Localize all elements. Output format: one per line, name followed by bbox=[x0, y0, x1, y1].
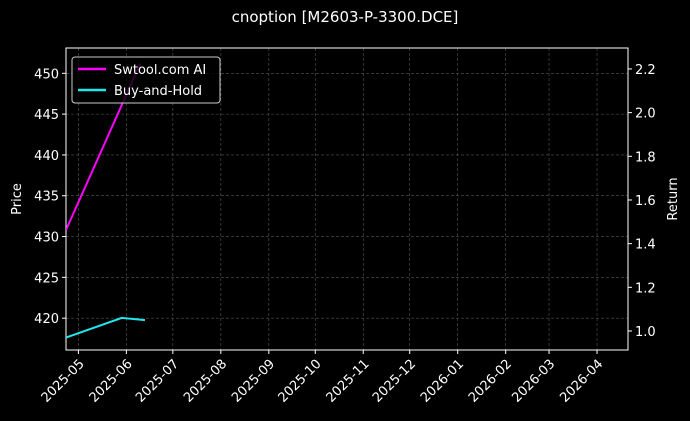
x-tick-label: 2025-12 bbox=[370, 357, 419, 406]
x-tick-label: 2026-02 bbox=[466, 357, 515, 406]
y2-tick-label: 1.0 bbox=[635, 325, 656, 340]
y2-tick-label: 1.6 bbox=[635, 194, 656, 209]
y2-tick-label: 2.0 bbox=[635, 107, 656, 122]
y-tick-label: 445 bbox=[34, 108, 59, 123]
y-tick-label: 435 bbox=[34, 190, 59, 205]
y-tick-label: 420 bbox=[34, 312, 59, 327]
chart-title: cnoption [M2603-P-3300.DCE] bbox=[232, 8, 459, 26]
y2-tick-label: 1.2 bbox=[635, 281, 656, 296]
y-tick-label: 450 bbox=[34, 67, 59, 82]
x-tick-label: 2026-04 bbox=[557, 357, 606, 406]
y-axis-label: Price bbox=[10, 183, 25, 215]
x-tick-label: 2025-10 bbox=[276, 357, 325, 406]
legend-label: Swtool.com AI bbox=[114, 63, 206, 78]
y2-tick-label: 1.8 bbox=[635, 150, 656, 165]
series-line bbox=[66, 316, 146, 339]
y-tick-label: 430 bbox=[34, 231, 59, 246]
legend-box bbox=[71, 56, 221, 104]
x-tick-label: 2025-08 bbox=[181, 357, 230, 406]
x-tick-label: 2025-05 bbox=[39, 357, 88, 406]
plot-frame bbox=[65, 47, 629, 351]
y2-tick-label: 2.2 bbox=[635, 63, 656, 78]
y-tick-label: 425 bbox=[34, 271, 59, 286]
x-tick-label: 2025-06 bbox=[87, 357, 136, 406]
y2-axis-label: Return bbox=[666, 177, 681, 220]
x-tick-label: 2025-07 bbox=[133, 357, 182, 406]
x-tick-label: 2025-09 bbox=[229, 357, 278, 406]
x-tick-label: 2026-01 bbox=[418, 357, 467, 406]
y2-tick-label: 1.4 bbox=[635, 238, 656, 253]
legend-label: Buy-and-Hold bbox=[114, 84, 202, 99]
x-tick-label: 2025-11 bbox=[324, 357, 373, 406]
y-tick-label: 440 bbox=[34, 149, 59, 164]
x-tick-label: 2026-03 bbox=[509, 357, 558, 406]
